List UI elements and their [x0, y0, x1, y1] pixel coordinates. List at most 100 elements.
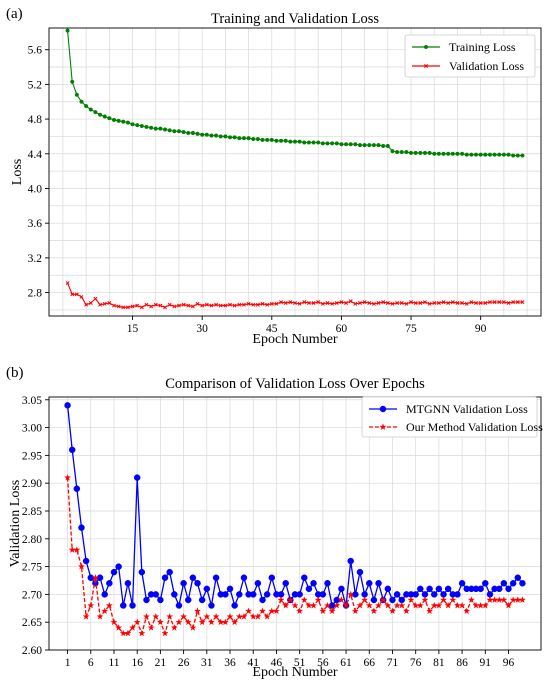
data-point [460, 301, 465, 305]
data-point [413, 301, 418, 305]
plot-frame [48, 27, 542, 317]
x-axis-label: Epoch Number [252, 665, 337, 680]
data-point [190, 130, 195, 136]
data-point [404, 301, 409, 306]
data-point [88, 107, 93, 112]
data-point [306, 140, 311, 145]
data-point [435, 585, 443, 593]
data-point [212, 574, 220, 581]
data-point [133, 474, 141, 481]
data-point [455, 301, 460, 305]
data-point [491, 596, 499, 603]
data-point [333, 601, 341, 609]
data-point [203, 585, 211, 593]
y-tick-label: 3.6 [28, 218, 43, 230]
data-point [107, 301, 112, 305]
data-point [166, 612, 174, 620]
data-point [70, 292, 75, 297]
data-point [265, 302, 270, 307]
data-point [506, 301, 511, 305]
y-axis-label: Validation Loss [8, 480, 23, 568]
data-point [171, 591, 178, 598]
data-point [464, 152, 469, 157]
data-point [214, 302, 219, 307]
data-point [93, 296, 98, 301]
y-tick-label: 2.65 [22, 617, 42, 629]
y-tick-label: 5.2 [28, 79, 43, 91]
data-point [282, 601, 290, 609]
data-point [463, 607, 471, 615]
data-point [170, 624, 178, 631]
y-tick-label: 2.70 [22, 589, 42, 601]
y-tick-label: 3.00 [22, 423, 42, 435]
data-point [390, 149, 395, 154]
data-point [144, 302, 149, 307]
data-point [417, 585, 424, 593]
panel-label: (a) [6, 6, 23, 22]
y-tick-label: 3.05 [22, 395, 42, 407]
data-point [509, 580, 517, 587]
x-ticks: 1 6 11 16 21 26 31 36 41 46 51 56 61 66 71 76 81 86 91 96 [65, 650, 515, 669]
data-point [390, 301, 395, 306]
data-point [436, 301, 441, 305]
data-point [139, 305, 144, 310]
data-point [395, 301, 400, 305]
data-point [189, 574, 197, 581]
data-point [520, 153, 525, 158]
panel-label: (b) [6, 365, 24, 381]
data-point [223, 134, 228, 139]
data-point [477, 585, 484, 593]
legend-marker [379, 423, 387, 430]
data-point [288, 300, 293, 305]
legend-marker [423, 44, 429, 50]
data-point [357, 143, 363, 148]
data-point [511, 300, 516, 305]
data-point [157, 596, 164, 604]
x-tick-label: 41 [247, 657, 259, 669]
data-point [269, 137, 274, 142]
data-point [231, 602, 238, 609]
data-point [441, 151, 446, 156]
data-point [458, 601, 466, 609]
data-point [421, 596, 429, 603]
data-point [330, 141, 335, 146]
data-point [268, 574, 276, 581]
x-tick-label: 45 [266, 323, 278, 335]
data-point [125, 305, 130, 310]
data-point [458, 580, 466, 587]
data-point [65, 28, 70, 33]
chart-title: Training and Validation Loss [211, 11, 379, 27]
data-point [497, 152, 502, 157]
data-point [79, 99, 84, 104]
y-tick-label: 5.6 [28, 45, 43, 57]
data-point [375, 601, 383, 609]
data-point [130, 122, 135, 127]
data-point [64, 402, 71, 409]
data-point [139, 123, 144, 129]
data-point [302, 140, 307, 145]
data-point [84, 104, 89, 109]
data-point [272, 607, 280, 615]
data-point [218, 134, 223, 139]
data-point [78, 562, 85, 570]
data-point [362, 143, 367, 148]
data-point [393, 591, 401, 598]
data-point [444, 601, 452, 609]
data-point [473, 152, 479, 157]
x-tick-label: 16 [131, 657, 143, 669]
data-point [209, 133, 214, 138]
data-point [172, 129, 177, 134]
y-tick-label: 4.0 [28, 183, 43, 195]
data-point [511, 153, 516, 158]
data-point [153, 302, 158, 307]
data-point [347, 557, 354, 565]
data-point [101, 591, 108, 598]
y-tick-label: 2.60 [22, 645, 42, 657]
data-point [64, 473, 72, 481]
data-point [486, 596, 494, 603]
data-point [469, 152, 474, 157]
x-tick-label: 86 [456, 657, 468, 669]
data-point [74, 92, 79, 97]
data-point [450, 151, 455, 156]
